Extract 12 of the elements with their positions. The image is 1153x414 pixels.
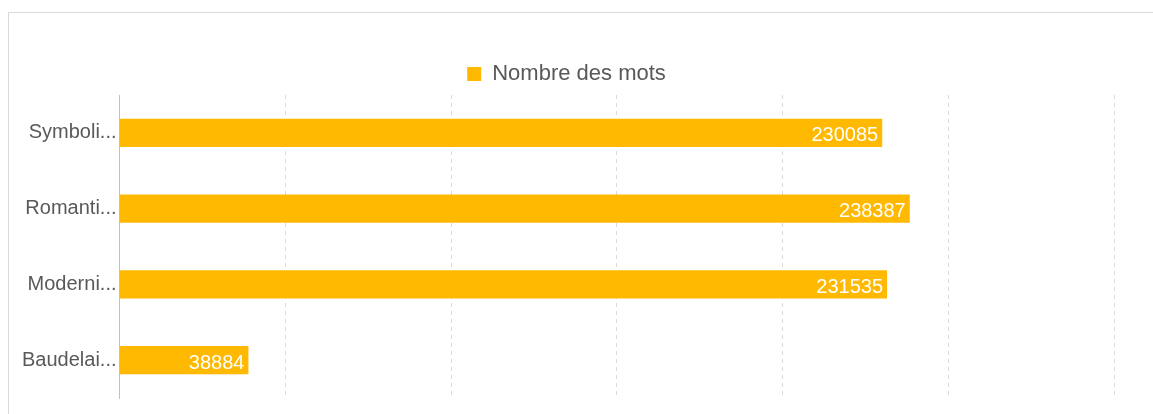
- y-tick-label: Moderni...: [27, 271, 117, 294]
- bar: [120, 270, 888, 299]
- legend-label: Nombre des mots: [492, 60, 666, 86]
- bar: [120, 118, 883, 148]
- data-label: 231535: [816, 274, 884, 297]
- data-label: 238387: [839, 199, 906, 222]
- data-label: 38884: [188, 350, 245, 373]
- bar: [120, 194, 910, 223]
- y-tick-label: Romanti...: [25, 196, 117, 219]
- y-tick-label: Baudelai...: [22, 347, 117, 370]
- y-tick-label: Symboli...: [28, 120, 117, 143]
- data-label: 230085: [811, 123, 879, 146]
